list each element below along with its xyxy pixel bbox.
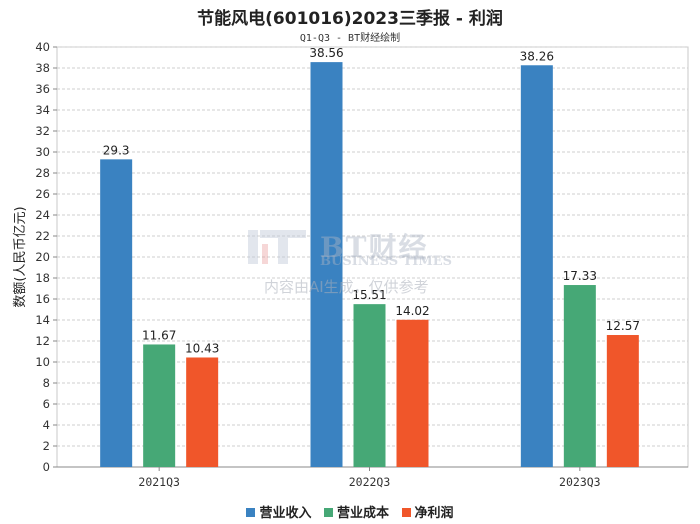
- bar: [143, 344, 176, 467]
- x-tick-label: 2023Q3: [559, 475, 601, 489]
- legend-item-net-profit: 净利润: [401, 502, 454, 521]
- bar: [606, 335, 639, 467]
- y-tick-label: 38: [35, 61, 50, 75]
- data-label: 10.43: [185, 341, 219, 355]
- y-axis-label: 数额(人民币亿元): [13, 206, 28, 307]
- x-tick-label: 2021Q3: [138, 475, 180, 489]
- y-tick-label: 28: [35, 166, 50, 180]
- legend-label-revenue: 营业收入: [259, 506, 312, 521]
- legend-swatch-revenue: [246, 508, 256, 517]
- bar: [563, 285, 596, 467]
- legend-item-revenue: 营业收入: [246, 502, 311, 521]
- y-tick-label: 26: [35, 187, 50, 201]
- y-tick-label: 22: [35, 229, 50, 243]
- data-label: 11.67: [142, 328, 176, 342]
- y-tick-label: 8: [43, 376, 50, 390]
- chart-title: 节能风电(601016)2023三季报 - 利润: [197, 9, 503, 29]
- y-tick-label: 32: [35, 124, 50, 138]
- y-tick-label: 12: [35, 334, 50, 348]
- data-label: 15.51: [352, 288, 386, 302]
- legend-item-cost: 营业成本: [323, 502, 389, 521]
- data-label: 14.02: [395, 304, 429, 318]
- y-tick-label: 6: [43, 397, 50, 411]
- y-tick-label: 20: [35, 250, 50, 264]
- chart-legend: 营业收入 营业成本 净利润: [0, 502, 700, 521]
- y-tick-label: 10: [35, 355, 50, 369]
- bar: [353, 304, 386, 467]
- data-label: 38.26: [520, 49, 554, 63]
- legend-swatch-net-profit: [401, 508, 411, 517]
- x-tick-label: 2022Q3: [349, 475, 391, 489]
- data-label: 29.3: [103, 143, 130, 157]
- bar: [310, 62, 343, 468]
- legend-label-cost: 营业成本: [336, 506, 389, 521]
- y-tick-label: 40: [35, 40, 50, 54]
- bar-chart: 0246810121416182022242628303234363840数额(…: [13, 40, 689, 489]
- y-tick-label: 36: [35, 82, 50, 96]
- y-tick-label: 16: [35, 292, 50, 306]
- y-tick-label: 30: [35, 145, 50, 159]
- chart-subtitle: Q1-Q3 - BT财经绘制: [299, 33, 401, 44]
- bar: [520, 65, 553, 468]
- bar: [186, 357, 219, 467]
- data-label: 38.56: [309, 46, 343, 60]
- y-tick-label: 14: [35, 313, 50, 327]
- data-label: 12.57: [606, 319, 640, 333]
- y-tick-label: 0: [43, 460, 50, 474]
- legend-swatch-cost: [323, 508, 333, 517]
- y-tick-label: 4: [43, 418, 50, 432]
- y-tick-label: 18: [35, 271, 50, 285]
- bar: [396, 319, 429, 467]
- legend-label-net-profit: 净利润: [414, 506, 454, 521]
- y-tick-label: 34: [35, 103, 50, 117]
- y-tick-label: 2: [43, 439, 50, 453]
- data-label: 17.33: [563, 269, 597, 283]
- bar: [100, 159, 133, 467]
- y-tick-label: 24: [35, 208, 50, 222]
